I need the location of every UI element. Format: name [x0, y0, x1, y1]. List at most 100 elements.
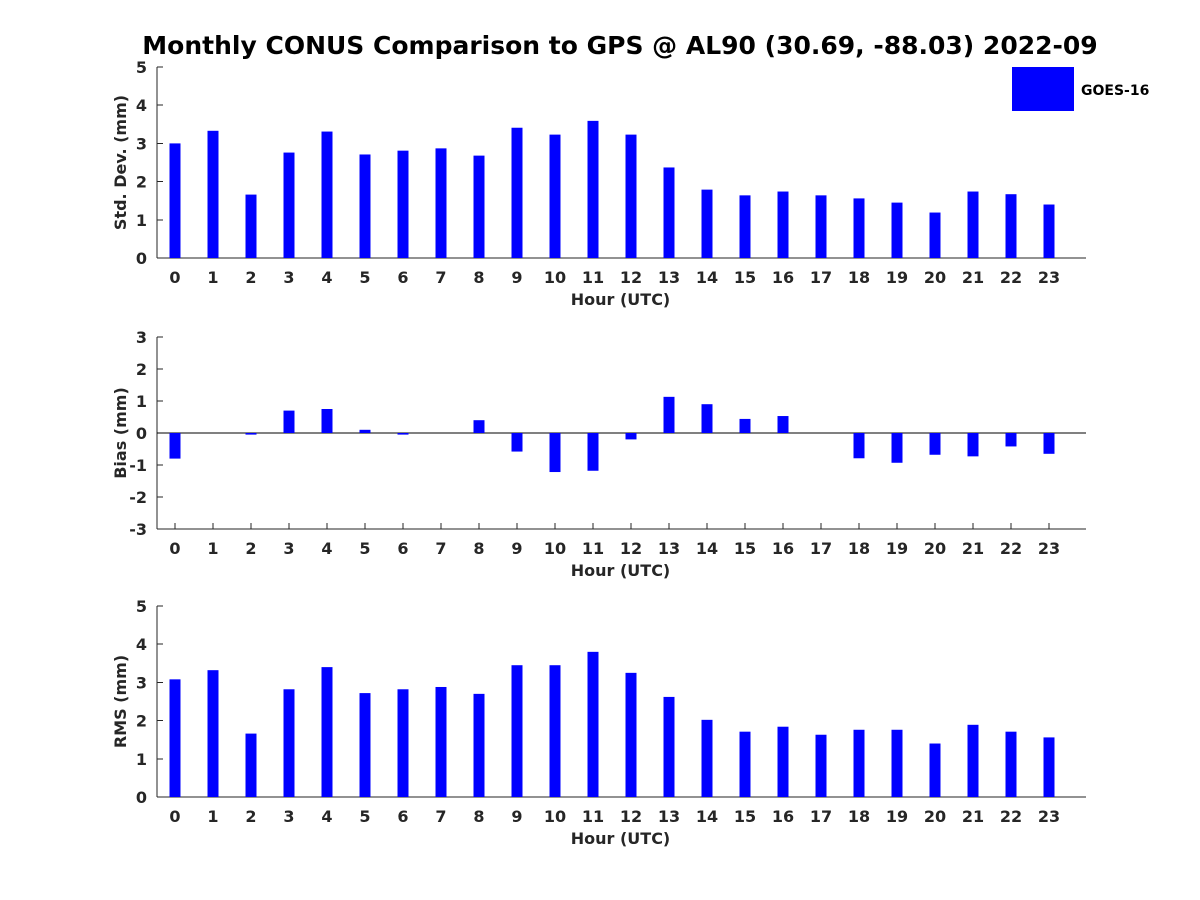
bias-bar-6 — [397, 433, 409, 435]
bias-x-tick-label: 0 — [169, 539, 180, 558]
rms-x-axis-label: Hour (UTC) — [571, 829, 671, 848]
rms-x-tick-label: 11 — [582, 807, 604, 826]
std-dev-y-tick-label: 1 — [136, 211, 147, 230]
std-dev-x-tick-label: 16 — [772, 268, 794, 287]
bias-x-tick-label: 8 — [473, 539, 484, 558]
bias-y-tick-label: -1 — [129, 456, 147, 475]
rms-bar-6 — [397, 689, 409, 797]
legend-label: GOES-16 — [1081, 83, 1149, 99]
std-dev-x-tick-label: 9 — [511, 268, 522, 287]
bias-x-tick-label: 19 — [886, 539, 908, 558]
bias-x-tick-label: 5 — [359, 539, 370, 558]
std-dev-bar-15 — [739, 195, 751, 258]
rms-y-axis-label: RMS (mm) — [111, 655, 130, 748]
bias-bar-13 — [663, 396, 675, 433]
rms-bar-17 — [815, 734, 827, 797]
rms-bar-16 — [777, 726, 789, 797]
std-dev-bar-10 — [549, 134, 561, 258]
rms-x-tick-label: 17 — [810, 807, 832, 826]
rms-bar-18 — [853, 729, 865, 797]
rms-bar-9 — [511, 665, 523, 797]
rms-x-tick-label: 3 — [283, 807, 294, 826]
bias-x-tick-label: 11 — [582, 539, 604, 558]
std-dev-bar-18 — [853, 198, 865, 258]
rms-bar-4 — [321, 667, 333, 797]
std-dev-y-tick-label: 0 — [136, 249, 147, 268]
rms-bar-22 — [1005, 731, 1017, 797]
rms-x-tick-label: 8 — [473, 807, 484, 826]
std-dev-x-tick-label: 20 — [924, 268, 946, 287]
bias-bar-5 — [359, 429, 371, 433]
std-dev-x-tick-label: 12 — [620, 268, 642, 287]
std-dev-x-tick-label: 7 — [435, 268, 446, 287]
std-dev-x-axis-label: Hour (UTC) — [571, 290, 671, 309]
std-dev-bar-8 — [473, 155, 485, 258]
std-dev-y-tick-label: 3 — [136, 134, 147, 153]
std-dev-x-tick-label: 17 — [810, 268, 832, 287]
rms-x-tick-label: 23 — [1038, 807, 1060, 826]
rms-x-tick-label: 19 — [886, 807, 908, 826]
std-dev-x-tick-label: 14 — [696, 268, 718, 287]
rms-x-tick-label: 5 — [359, 807, 370, 826]
std-dev-x-tick-label: 22 — [1000, 268, 1022, 287]
legend-swatch — [1012, 67, 1074, 111]
bias-x-tick-label: 18 — [848, 539, 870, 558]
bias-x-tick-label: 4 — [321, 539, 332, 558]
rms-x-tick-label: 15 — [734, 807, 756, 826]
bias-y-tick-label: 0 — [136, 424, 147, 443]
rms-bar-10 — [549, 665, 561, 797]
bias-bar-8 — [473, 420, 485, 433]
std-dev-x-tick-label: 1 — [207, 268, 218, 287]
std-dev-bar-22 — [1005, 194, 1017, 258]
rms-y-tick-label: 0 — [136, 788, 147, 807]
rms-bar-7 — [435, 686, 447, 797]
std-dev-bar-13 — [663, 167, 675, 258]
bias-bar-10 — [549, 433, 561, 473]
rms-bar-0 — [169, 679, 181, 797]
std-dev-x-tick-label: 10 — [544, 268, 566, 287]
rms-bar-19 — [891, 729, 903, 797]
rms-bar-2 — [245, 733, 257, 797]
std-dev-bar-9 — [511, 127, 523, 258]
std-dev-y-tick-label: 5 — [136, 58, 147, 77]
bias-x-tick-label: 22 — [1000, 539, 1022, 558]
bias-y-tick-label: -2 — [129, 488, 147, 507]
rms-y-tick-label: 3 — [136, 673, 147, 692]
std-dev-bar-2 — [245, 194, 257, 258]
rms-bar-21 — [967, 724, 979, 797]
bias-bar-15 — [739, 418, 751, 433]
bias-y-tick-label: 1 — [136, 392, 147, 411]
bias-bar-19 — [891, 433, 903, 463]
bias-y-axis-label: Bias (mm) — [111, 387, 130, 479]
std-dev-bar-21 — [967, 191, 979, 258]
rms-bar-14 — [701, 719, 713, 797]
figure-title: Monthly CONUS Comparison to GPS @ AL90 (… — [142, 31, 1097, 60]
bias-x-tick-label: 23 — [1038, 539, 1060, 558]
bias-bar-16 — [777, 416, 789, 433]
std-dev-x-tick-label: 5 — [359, 268, 370, 287]
bias-y-tick-label: -3 — [129, 520, 147, 539]
std-dev-bar-6 — [397, 150, 409, 258]
bias-bar-2 — [245, 433, 257, 435]
rms-x-tick-label: 12 — [620, 807, 642, 826]
std-dev-bar-17 — [815, 195, 827, 258]
bias-x-tick-label: 12 — [620, 539, 642, 558]
rms-y-tick-label: 4 — [136, 635, 147, 654]
rms-y-tick-label: 1 — [136, 750, 147, 769]
rms-bar-8 — [473, 693, 485, 797]
std-dev-x-tick-label: 3 — [283, 268, 294, 287]
std-dev-bar-1 — [207, 130, 219, 258]
std-dev-x-tick-label: 21 — [962, 268, 984, 287]
bias-bar-3 — [283, 410, 295, 433]
rms-x-tick-label: 1 — [207, 807, 218, 826]
bias-bar-22 — [1005, 433, 1017, 447]
std-dev-x-tick-label: 13 — [658, 268, 680, 287]
bias-bar-20 — [929, 433, 941, 455]
bias-y-tick-label: 2 — [136, 360, 147, 379]
rms-bar-11 — [587, 651, 599, 797]
